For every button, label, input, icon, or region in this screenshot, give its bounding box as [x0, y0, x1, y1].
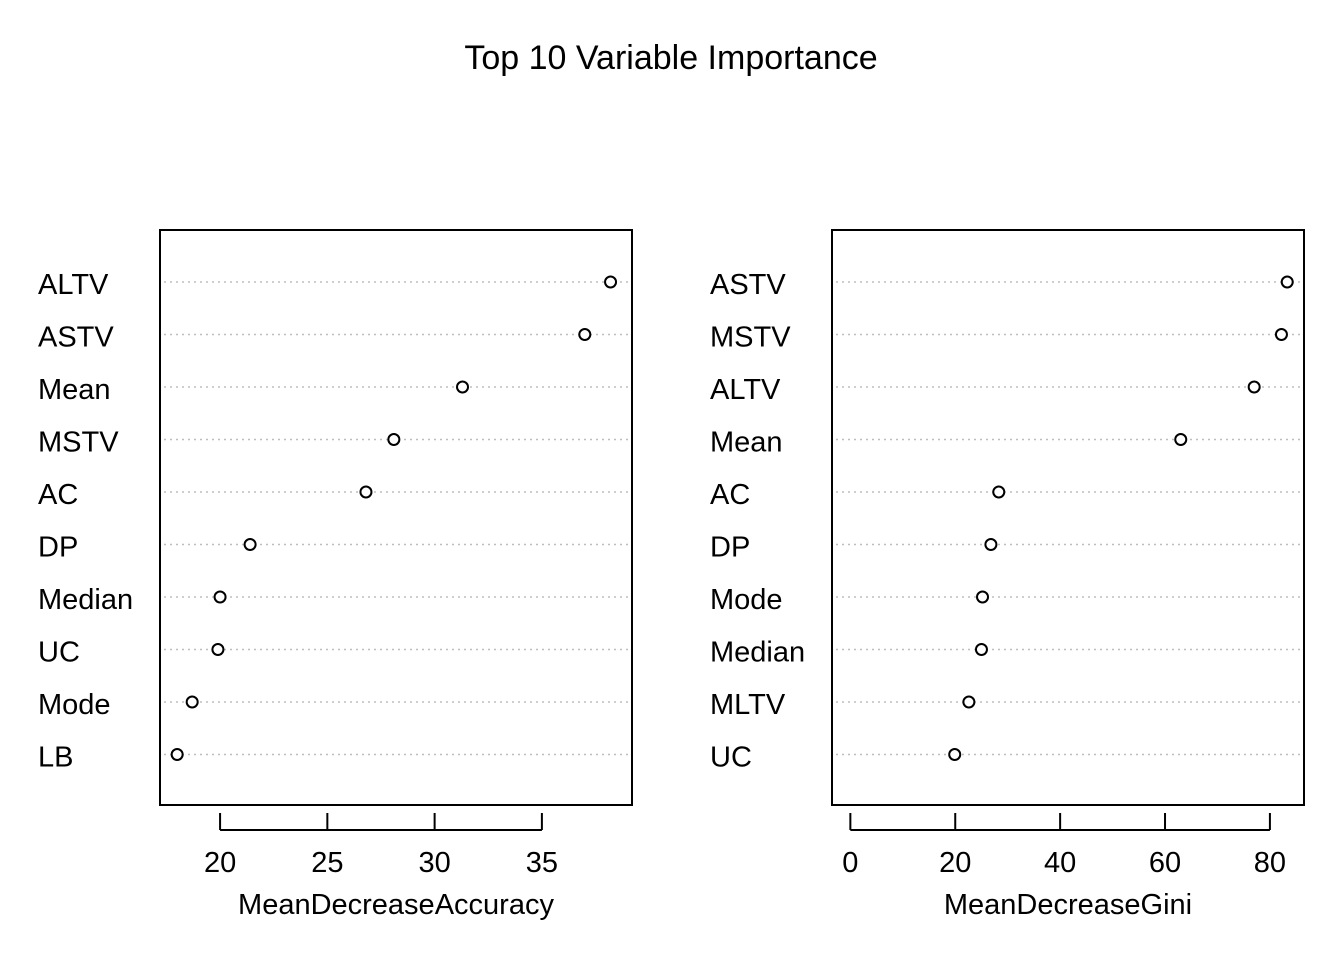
data-point — [974, 643, 988, 656]
data-point — [211, 643, 225, 656]
data-point — [243, 538, 257, 551]
x-tick-label: 20 — [204, 847, 236, 879]
data-point — [948, 748, 962, 761]
category-label: UC — [710, 742, 752, 774]
data-point — [1174, 433, 1188, 446]
category-label: ALTV — [38, 269, 109, 301]
data-point — [359, 485, 373, 499]
data-point — [962, 695, 976, 709]
data-point — [976, 590, 990, 604]
x-tick-label: 80 — [1254, 847, 1286, 879]
data-point — [185, 695, 199, 709]
data-point — [1274, 328, 1288, 341]
category-label: Mean — [38, 374, 111, 406]
data-point — [578, 328, 592, 341]
category-label: AC — [38, 479, 78, 511]
category-label: MSTV — [38, 427, 119, 459]
x-tick-label: 0 — [842, 847, 858, 879]
x-axis-title: MeanDecreaseGini — [944, 889, 1192, 921]
category-label: ASTV — [38, 322, 114, 354]
data-point — [213, 590, 227, 604]
data-point — [1247, 380, 1261, 394]
category-label: UC — [38, 637, 80, 669]
x-tick-label: 60 — [1149, 847, 1181, 879]
x-axis-title: MeanDecreaseAccuracy — [238, 889, 554, 921]
data-point — [604, 275, 618, 289]
category-label: ALTV — [710, 374, 781, 406]
x-tick-label: 35 — [526, 847, 558, 879]
x-tick-label: 30 — [418, 847, 450, 879]
category-label: Mean — [710, 427, 783, 459]
category-label: MSTV — [710, 322, 791, 354]
x-tick-label: 25 — [311, 847, 343, 879]
category-label: Median — [38, 584, 133, 616]
category-label: DP — [38, 532, 78, 564]
category-label: Mode — [710, 584, 783, 616]
category-label: ASTV — [710, 269, 786, 301]
panel-accuracy: ALTV ASTV Mean MSTV AC DP Median UC Mode LB 20 25 30… — [38, 229, 633, 921]
chart-title: Top 10 Variable Importance — [464, 39, 877, 77]
panel-gini: ASTV MSTV ALTV Mean AC DP Mode Median MLTV UC 0 20 4… — [710, 229, 1305, 921]
category-label: LB — [38, 742, 73, 774]
category-label: Mode — [38, 689, 111, 721]
plot-frame — [159, 229, 633, 806]
data-point — [387, 433, 401, 446]
x-tick-label: 40 — [1044, 847, 1076, 879]
x-tick-label: 20 — [939, 847, 971, 879]
category-label: Median — [710, 637, 805, 669]
category-label: DP — [710, 532, 750, 564]
data-point — [170, 748, 184, 761]
data-point — [992, 485, 1006, 499]
data-point — [984, 538, 998, 551]
data-point — [456, 380, 470, 394]
category-label: MLTV — [710, 689, 786, 721]
category-label: AC — [710, 479, 750, 511]
data-point — [1280, 275, 1294, 289]
plot-frame — [831, 229, 1305, 806]
